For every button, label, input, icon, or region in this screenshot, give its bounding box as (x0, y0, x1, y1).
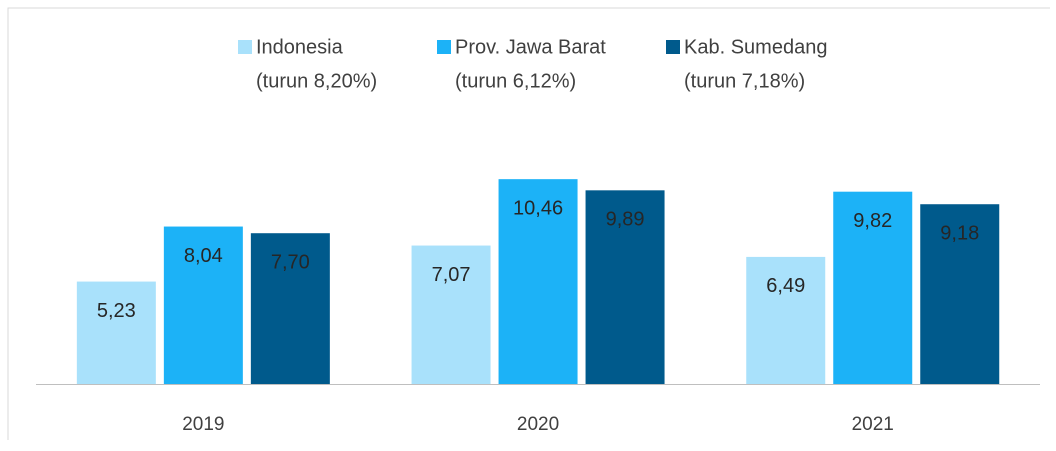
x-tick-label: 2019 (182, 414, 224, 435)
value-label: 6,49 (766, 275, 805, 297)
bar (411, 245, 491, 384)
x-tick-label: 2020 (517, 414, 559, 435)
value-label: 5,23 (97, 300, 136, 322)
bar (833, 191, 913, 384)
legend-label: Indonesia (256, 36, 344, 58)
bar (76, 281, 156, 384)
value-label: 9,82 (853, 210, 892, 232)
value-label: 7,70 (271, 251, 310, 273)
legend-note: (turun 6,12%) (455, 70, 576, 92)
bar (163, 226, 243, 384)
bar (920, 204, 1000, 384)
legend-swatch (666, 40, 680, 54)
frame (7, 7, 1050, 440)
value-label: 10,46 (513, 197, 563, 219)
legend-note: (turun 8,20%) (256, 70, 377, 92)
legend-label: Prov. Jawa Barat (455, 36, 606, 58)
legend-swatch (238, 40, 252, 54)
legend-note: (turun 7,18%) (684, 70, 805, 92)
x-tick-label: 2021 (852, 414, 894, 435)
legend-swatch (437, 40, 451, 54)
value-label: 9,89 (606, 209, 645, 231)
bar (746, 256, 826, 384)
bar (250, 233, 330, 384)
bar (498, 179, 578, 384)
value-label: 8,04 (184, 245, 223, 267)
value-label: 9,18 (940, 223, 979, 245)
bar (585, 190, 665, 384)
legend-label: Kab. Sumedang (684, 36, 827, 58)
value-label: 7,07 (432, 264, 471, 286)
